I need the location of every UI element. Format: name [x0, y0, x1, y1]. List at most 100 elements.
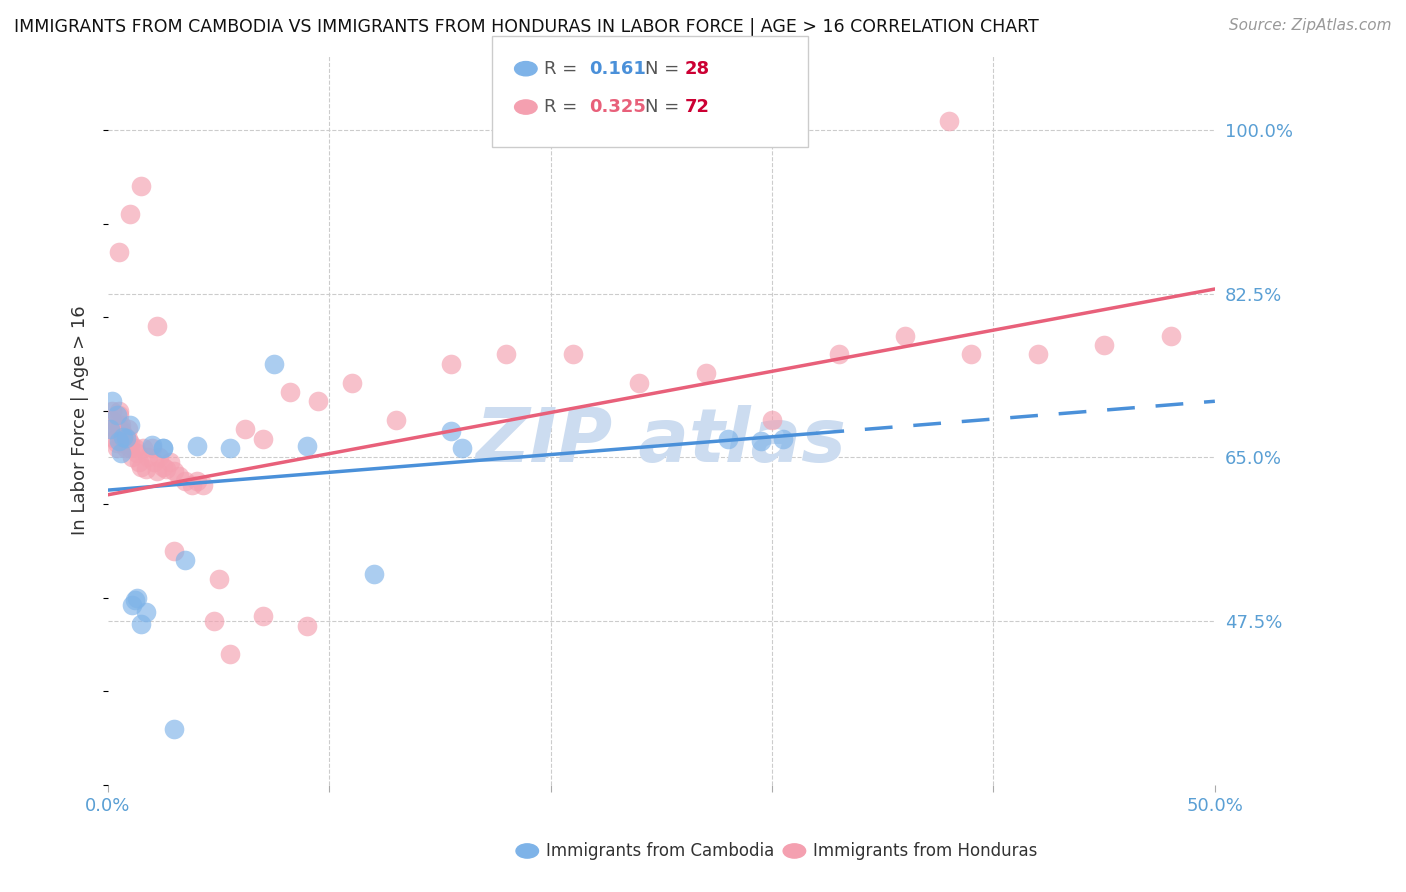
Point — [340, 376, 363, 390]
Point — [174, 553, 197, 567]
Point — [104, 422, 127, 436]
Point — [495, 347, 517, 361]
Text: N =: N = — [645, 98, 685, 116]
Text: 0.161: 0.161 — [589, 60, 645, 78]
Point — [124, 441, 146, 455]
Point — [125, 445, 148, 459]
Point — [112, 436, 135, 450]
Point — [101, 413, 124, 427]
Point — [440, 424, 463, 438]
Point — [252, 432, 274, 446]
Point — [105, 436, 128, 450]
Point — [101, 394, 124, 409]
Point — [145, 464, 167, 478]
Point — [152, 441, 174, 455]
Point — [148, 450, 170, 465]
Point — [695, 366, 717, 380]
Point — [761, 413, 783, 427]
Point — [132, 441, 155, 455]
Point — [278, 384, 301, 399]
Point — [129, 616, 152, 631]
Point — [136, 450, 159, 465]
Point — [894, 328, 917, 343]
Point — [101, 403, 124, 417]
Text: Immigrants from Honduras: Immigrants from Honduras — [813, 842, 1038, 860]
Point — [186, 474, 208, 488]
Point — [141, 438, 163, 452]
Point — [98, 422, 121, 436]
Point — [114, 431, 136, 445]
Point — [297, 439, 319, 453]
Point — [141, 441, 163, 455]
Text: 28: 28 — [685, 60, 710, 78]
Point — [108, 422, 131, 436]
Text: IMMIGRANTS FROM CAMBODIA VS IMMIGRANTS FROM HONDURAS IN LABOR FORCE | AGE > 16 C: IMMIGRANTS FROM CAMBODIA VS IMMIGRANTS F… — [14, 18, 1039, 36]
Point — [772, 432, 794, 446]
Point — [208, 572, 231, 586]
Text: R =: R = — [544, 60, 583, 78]
Point — [152, 459, 174, 474]
Point — [128, 455, 150, 469]
Point — [960, 347, 983, 361]
Point — [263, 357, 285, 371]
Point — [451, 441, 474, 455]
Point — [297, 618, 319, 632]
Point — [121, 450, 143, 465]
Text: R =: R = — [544, 98, 583, 116]
Point — [117, 422, 139, 436]
Point — [1026, 347, 1049, 361]
Point — [108, 403, 131, 417]
Point — [98, 422, 121, 436]
Point — [112, 432, 135, 446]
Text: N =: N = — [645, 60, 685, 78]
Point — [717, 432, 740, 446]
Point — [561, 347, 583, 361]
Point — [112, 430, 135, 444]
Point — [363, 567, 385, 582]
Point — [163, 544, 186, 558]
Point — [827, 347, 849, 361]
Point — [1092, 338, 1115, 352]
Text: 72: 72 — [685, 98, 710, 116]
Point — [120, 441, 142, 455]
Text: ZIP atlas: ZIP atlas — [477, 405, 846, 478]
Point — [440, 357, 463, 371]
Point — [110, 445, 132, 459]
Point — [143, 455, 166, 469]
Point — [174, 474, 197, 488]
Point — [145, 319, 167, 334]
Point — [125, 591, 148, 605]
Point — [120, 207, 142, 221]
Point — [105, 409, 128, 423]
Text: 0.325: 0.325 — [589, 98, 645, 116]
Point — [104, 432, 127, 446]
Text: Source: ZipAtlas.com: Source: ZipAtlas.com — [1229, 18, 1392, 33]
Point — [384, 413, 406, 427]
Point — [129, 179, 152, 194]
Point — [120, 417, 142, 432]
Point — [233, 422, 256, 436]
Point — [121, 598, 143, 612]
Text: Immigrants from Cambodia: Immigrants from Cambodia — [546, 842, 773, 860]
Point — [202, 614, 225, 628]
Point — [749, 434, 772, 449]
Point — [117, 432, 139, 446]
Point — [218, 441, 240, 455]
Point — [167, 469, 190, 483]
Point — [108, 434, 131, 448]
Point — [110, 422, 132, 436]
Point — [114, 436, 136, 450]
Point — [135, 461, 157, 475]
Point — [307, 394, 329, 409]
Point — [135, 605, 157, 619]
Point — [120, 436, 142, 450]
Point — [124, 593, 146, 607]
Point — [159, 455, 181, 469]
Point — [112, 427, 135, 442]
Point — [129, 459, 152, 474]
Point — [152, 441, 174, 455]
Point — [163, 722, 186, 736]
Point — [155, 461, 177, 475]
Point — [1160, 328, 1182, 343]
Point — [252, 609, 274, 624]
